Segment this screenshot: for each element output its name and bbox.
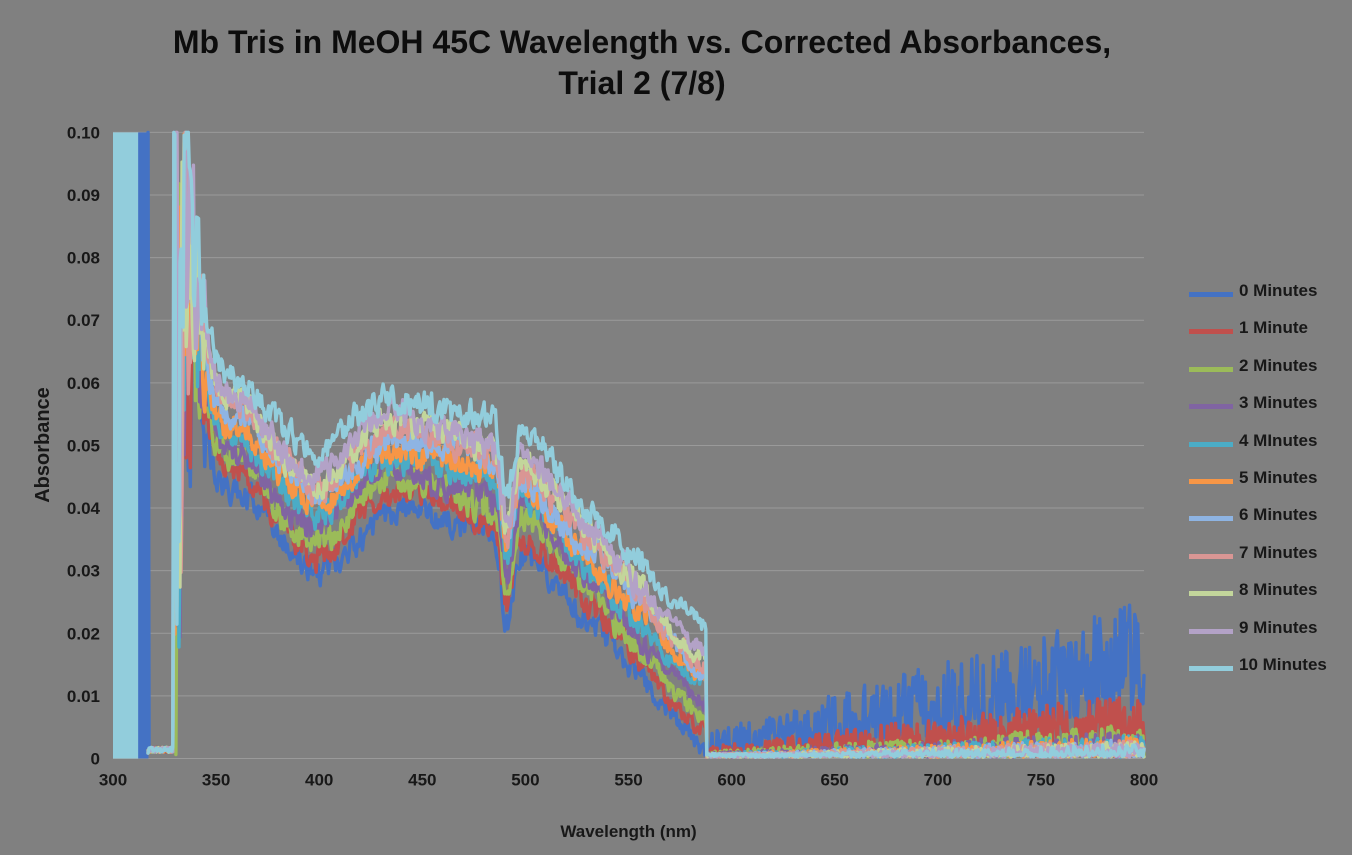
svg-text:0.07: 0.07 — [67, 311, 100, 330]
svg-text:500: 500 — [511, 771, 539, 790]
svg-text:0.08: 0.08 — [67, 249, 100, 268]
svg-text:0.09: 0.09 — [67, 186, 100, 205]
svg-text:400: 400 — [305, 771, 333, 790]
svg-text:600: 600 — [717, 771, 745, 790]
svg-text:300: 300 — [99, 771, 127, 790]
svg-text:0: 0 — [91, 750, 100, 769]
svg-text:350: 350 — [202, 771, 230, 790]
svg-text:0.02: 0.02 — [67, 624, 100, 643]
svg-text:550: 550 — [614, 771, 642, 790]
svg-text:450: 450 — [408, 771, 436, 790]
svg-text:0.06: 0.06 — [67, 374, 100, 393]
svg-text:700: 700 — [924, 771, 952, 790]
svg-text:800: 800 — [1130, 771, 1158, 790]
svg-text:0.05: 0.05 — [67, 436, 100, 455]
svg-text:0.01: 0.01 — [67, 687, 100, 706]
svg-text:650: 650 — [821, 771, 849, 790]
svg-text:750: 750 — [1027, 771, 1055, 790]
svg-text:0.03: 0.03 — [67, 562, 100, 581]
svg-text:0.10: 0.10 — [67, 123, 100, 142]
svg-text:0.04: 0.04 — [67, 499, 101, 518]
